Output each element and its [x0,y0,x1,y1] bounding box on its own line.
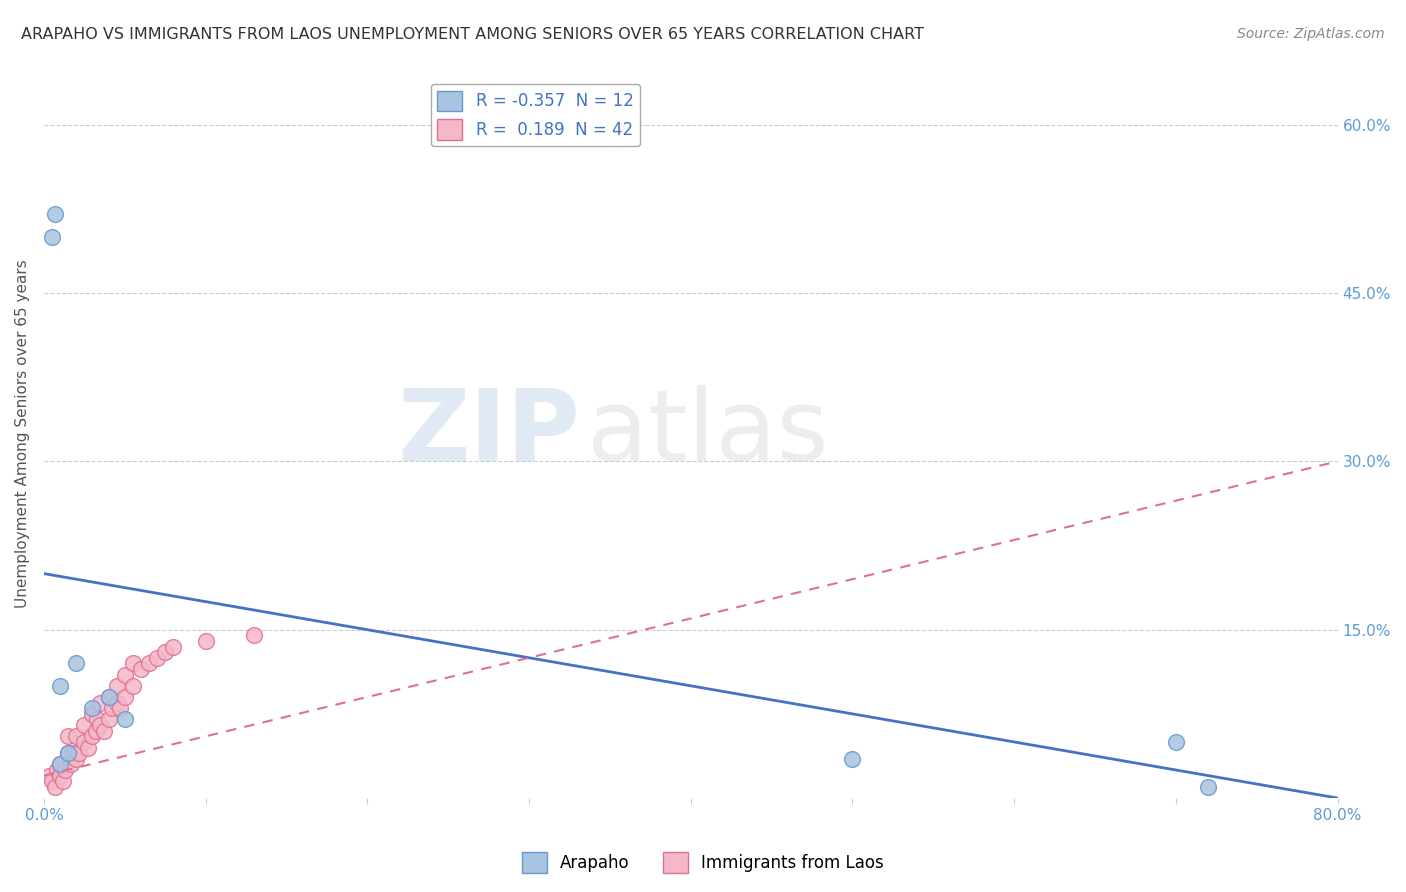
Y-axis label: Unemployment Among Seniors over 65 years: Unemployment Among Seniors over 65 years [15,259,30,607]
Point [153,645,176,659]
Point [44,207,66,221]
Point [114,713,136,727]
Point [49,757,72,772]
Point [129,662,152,676]
Point [89,696,111,710]
Point [45,763,67,777]
Point [1197,780,1219,794]
Point [114,667,136,681]
Text: atlas: atlas [588,384,830,482]
Point [65,729,87,743]
Point [73,735,96,749]
Point [243,628,266,642]
Point [97,690,120,704]
Point [44,780,66,794]
Point [105,679,128,693]
Legend: Arapaho, Immigrants from Laos: Arapaho, Immigrants from Laos [515,846,891,880]
Point [86,713,108,727]
Point [49,757,72,772]
Point [84,723,107,738]
Point [97,713,120,727]
Point [56,729,79,743]
Point [52,774,75,789]
Point [97,690,120,704]
Point [76,740,98,755]
Point [53,763,76,777]
Text: Source: ZipAtlas.com: Source: ZipAtlas.com [1237,27,1385,41]
Text: ZIP: ZIP [398,384,581,482]
Point [93,723,115,738]
Point [194,634,217,648]
Legend: R = -0.357  N = 12, R =  0.189  N = 42: R = -0.357 N = 12, R = 0.189 N = 42 [430,84,640,146]
Point [82,706,104,721]
Point [49,769,72,783]
Point [65,657,87,671]
Point [65,752,87,766]
Point [1164,735,1187,749]
Point [841,752,863,766]
Point [69,746,91,760]
Point [82,701,104,715]
Point [41,230,63,244]
Point [41,774,63,789]
Point [38,769,60,783]
Point [49,679,72,693]
Point [105,696,128,710]
Point [82,729,104,743]
Point [138,657,160,671]
Point [121,657,143,671]
Point [73,718,96,732]
Point [146,650,169,665]
Point [108,701,131,715]
Point [101,701,124,715]
Point [121,679,143,693]
Point [56,746,79,760]
Point [114,690,136,704]
Point [162,640,184,654]
Point [89,718,111,732]
Point [56,746,79,760]
Text: ARAPAHO VS IMMIGRANTS FROM LAOS UNEMPLOYMENT AMONG SENIORS OVER 65 YEARS CORRELA: ARAPAHO VS IMMIGRANTS FROM LAOS UNEMPLOY… [21,27,924,42]
Point [60,757,83,772]
Point [62,746,84,760]
